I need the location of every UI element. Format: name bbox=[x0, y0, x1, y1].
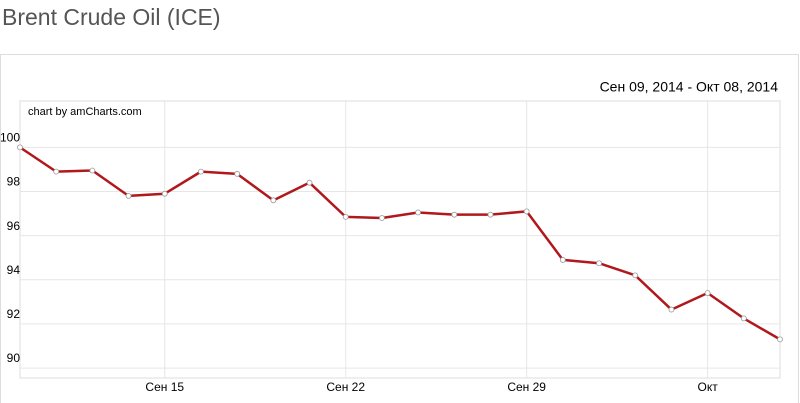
y-tick-label: 98 bbox=[7, 175, 21, 189]
data-point bbox=[415, 209, 421, 216]
data-point bbox=[596, 260, 602, 267]
data-point bbox=[234, 170, 241, 177]
data-point bbox=[740, 315, 747, 322]
x-tick-label: Окт bbox=[698, 380, 719, 394]
x-tick-label: Сен 22 bbox=[326, 380, 365, 394]
y-tick-label: 96 bbox=[7, 219, 21, 233]
x-tick-label: Сен 15 bbox=[145, 380, 184, 394]
y-tick-label: 90 bbox=[7, 351, 21, 365]
credit: chart by amCharts.com bbox=[28, 106, 142, 118]
page-title: Brent Crude Oil (ICE) bbox=[2, 4, 221, 30]
data-point bbox=[632, 272, 639, 279]
data-point bbox=[487, 211, 494, 218]
price-line bbox=[19, 146, 781, 341]
data-point bbox=[270, 197, 277, 204]
data-point bbox=[198, 168, 204, 175]
data-point bbox=[704, 290, 711, 296]
y-tick-label: 94 bbox=[7, 263, 21, 277]
data-point bbox=[89, 167, 96, 174]
data-point bbox=[342, 213, 349, 220]
data-point bbox=[523, 208, 530, 215]
data-point bbox=[777, 336, 783, 343]
data-point bbox=[53, 168, 60, 175]
chart-subtitle: Сен 09, 2014 - Окт 08, 2014 bbox=[600, 79, 779, 95]
data-point bbox=[306, 179, 313, 186]
data-point bbox=[161, 190, 168, 197]
chart-panel bbox=[0, 54, 799, 403]
data-point bbox=[379, 215, 385, 221]
data-point bbox=[125, 193, 132, 199]
data-point bbox=[668, 306, 675, 313]
data-point bbox=[451, 211, 458, 218]
plot-area bbox=[19, 100, 781, 379]
data-point bbox=[559, 257, 566, 263]
data-point bbox=[17, 144, 23, 151]
x-tick-label: Сен 29 bbox=[507, 380, 546, 394]
y-tick-label: 100 bbox=[0, 131, 20, 145]
y-tick-label: 92 bbox=[7, 307, 21, 321]
